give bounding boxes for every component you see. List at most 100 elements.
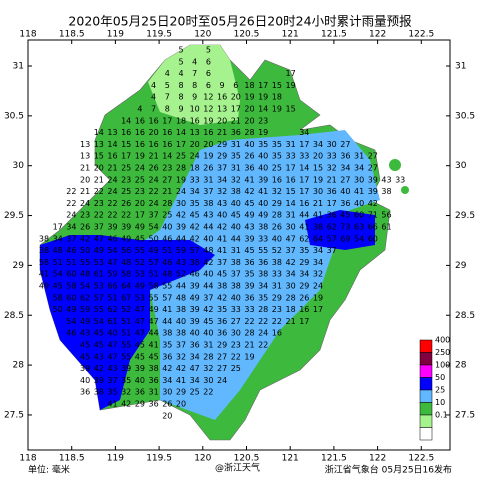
rain-value: 40 [231,199,241,208]
legend-swatch [419,427,433,441]
lat-label: 31 [13,62,24,72]
rain-value: 49 [121,234,131,243]
rain-value: 33 [327,152,337,161]
rain-value: 40 [217,211,227,220]
rain-value: 44 [162,317,172,326]
rain-value: 57 [327,234,337,243]
rain-value: 34 [190,376,200,385]
rain-value: 32 [327,164,337,173]
rain-value: 39 [258,175,268,184]
rain-value: 8 [165,105,170,114]
rain-value: 45 [80,352,90,361]
rain-value: 42 [162,364,172,373]
rain-value: 55 [135,246,145,255]
rain-value: 27 [231,317,241,326]
rain-value: 40 [107,329,117,338]
rain-value: 36 [231,128,241,137]
rain-value: 20 [217,116,227,125]
lon-label: 121 [282,30,299,40]
lat-label: 30 [455,161,467,171]
rain-value: 36 [244,164,254,173]
rain-value: 21 [313,199,323,208]
rain-value: 40 [258,199,268,208]
rain-value: 39 [244,282,254,291]
rain-value: 22 [94,211,104,220]
rain-value: 10 [190,105,200,114]
rain-value: 34 [217,175,227,184]
lon-label: 118.5 [59,454,85,464]
rain-value: 40 [272,234,282,243]
rain-value: 28 [272,211,282,220]
rain-value: 30 [203,376,213,385]
rain-value: 24 [190,152,200,161]
rain-value: 41 [299,223,309,232]
rain-value: 27 [368,164,378,173]
rain-value: 22 [149,187,159,196]
rain-value: 24 [149,175,159,184]
rain-value: 26 [203,164,213,173]
rain-value: 29 [299,258,309,267]
rain-value: 52 [272,246,282,255]
rain-value: 19 [313,175,323,184]
rain-value: 57 [162,293,172,302]
rain-value: 38 [39,234,49,243]
rain-value: 19 [203,152,213,161]
rain-value: 41 [107,400,117,409]
legend-swatch [419,414,433,428]
rain-value: 47 [286,234,296,243]
rain-value: 44 [176,282,186,291]
rain-value: 40 [231,223,241,232]
rain-value: 66 [368,223,378,232]
rain-value: 6 [233,81,238,90]
rain-value: 47 [94,234,104,243]
rain-value: 53 [94,282,104,291]
rain-value: 17 [176,140,186,149]
rain-value: 66 [107,282,117,291]
rain-value: 22 [121,211,131,220]
rain-value: 31 [149,388,159,397]
rain-value: 69 [340,234,350,243]
rain-value: 4 [178,69,183,78]
rain-value: 36 [217,317,227,326]
rain-value: 28 [286,293,296,302]
rain-value: 5 [178,46,183,55]
rain-value: 40 [203,234,213,243]
rain-value: 54 [66,317,76,326]
rain-value: 54 [94,317,104,326]
rain-value: 36 [190,341,200,350]
rain-value: 26 [244,152,254,161]
title: 2020年05月25日20时至05月26日20时24小时累计雨量预报 [68,14,412,29]
rain-value: 29 [299,282,309,291]
rain-value: 35 [217,305,227,314]
rain-value: 22 [66,199,76,208]
lon-label: 119 [107,30,124,40]
rain-value: 14 [94,128,104,137]
rain-value: 38 [162,329,172,338]
rain-value: 37 [217,258,227,267]
legend-swatch [419,377,433,391]
rain-value: 53 [135,270,145,279]
rain-value: 23 [80,211,90,220]
rain-value: 38 [381,187,391,196]
rain-value: 24 [135,164,145,173]
rain-value: 20 [313,152,323,161]
rain-value: 47 [190,364,200,373]
rain-value: 24 [217,376,227,385]
rain-value: 39 [107,223,117,232]
rain-value: 45 [53,282,63,291]
rain-value: 56 [121,246,131,255]
rain-value: 5 [178,57,183,66]
rain-value: 51 [121,317,131,326]
region-light-blue [130,130,380,420]
rain-value: 38 [176,329,186,338]
rain-value: 45 [80,341,90,350]
rain-value: 42 [190,234,200,243]
legend-label: 0.1 [435,411,448,420]
rain-value: 16 [286,175,296,184]
rain-value: 37 [66,234,76,243]
rain-value: 49 [135,223,145,232]
lat-label: 30.5 [455,111,475,121]
lon-label: 120 [194,30,211,40]
rain-value: 35 [190,199,200,208]
